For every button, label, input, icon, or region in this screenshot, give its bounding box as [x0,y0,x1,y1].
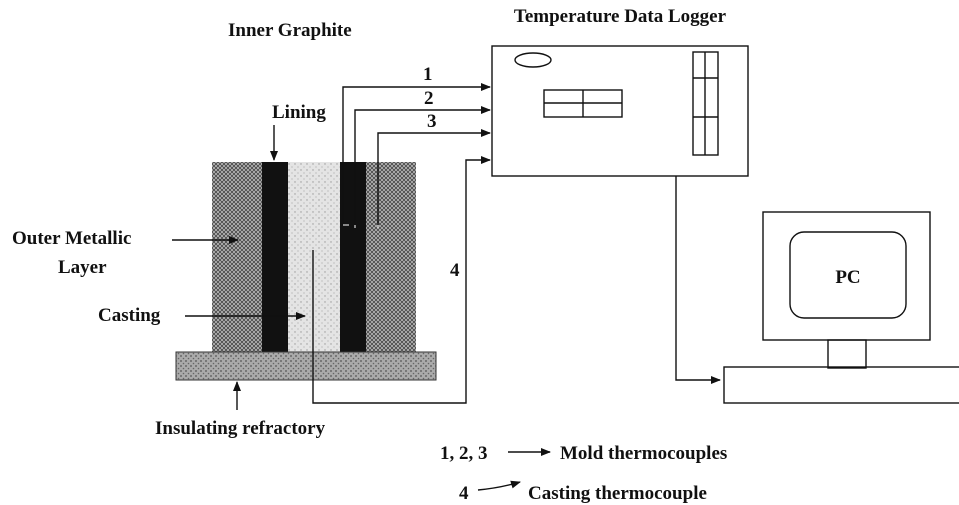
title: Temperature Data Logger [514,6,727,27]
label: Inner Graphite [228,20,352,41]
legend-label: Casting thermocouple [528,483,707,504]
data-logger [491,45,749,177]
label: Layer [58,257,107,278]
label: PC [835,267,860,288]
thermocouple-number: 1 [423,64,433,85]
mold [175,162,437,381]
legend-key: 1, 2, 3 [440,443,488,464]
thermocouple-number: 4 [450,260,460,281]
thermocouple-number: 3 [427,111,437,132]
thermocouple-number: 2 [424,88,434,109]
legend-label: Mold thermocouples [560,443,727,464]
label: Lining [272,102,326,123]
label: Casting [98,305,161,326]
legend-key: 4 [459,483,469,504]
pc [723,211,959,404]
wires [172,83,721,491]
label: Insulating refractory [155,418,326,439]
label: Outer Metallic [12,228,131,249]
